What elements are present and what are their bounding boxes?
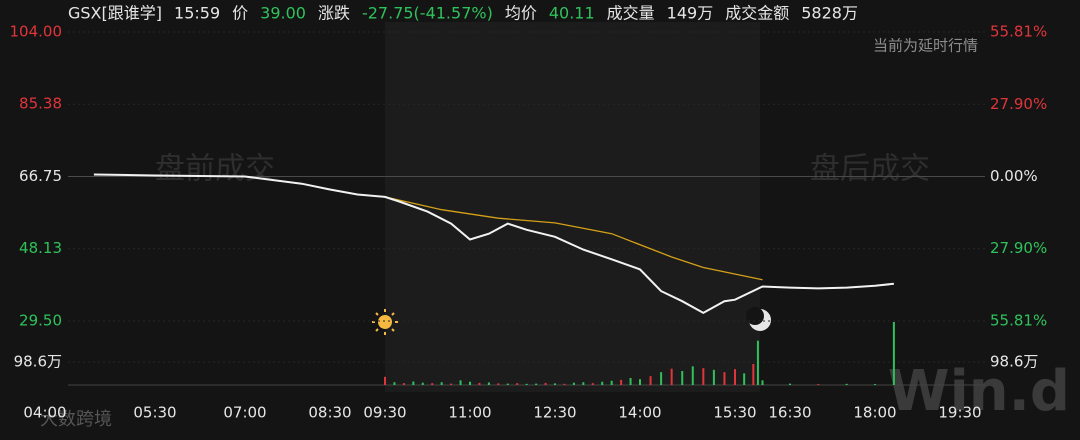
volume-bar xyxy=(506,383,509,385)
header-item: 5828万 xyxy=(801,4,858,23)
volume-bar xyxy=(845,383,848,385)
header-item: 成交金额 xyxy=(725,4,789,23)
volume-bar xyxy=(516,383,519,385)
volume-bar xyxy=(591,383,594,385)
volume-tick-label: 98.6万 xyxy=(990,352,1038,370)
y-tick-label: 85.38 xyxy=(19,95,62,113)
volume-bar xyxy=(649,376,652,385)
volume-bar xyxy=(431,383,434,385)
header-item: 均价 xyxy=(505,4,537,23)
volume-bar xyxy=(469,381,471,385)
header-item: 成交量 xyxy=(607,4,655,23)
volume-bar xyxy=(525,383,528,385)
x-tick-label: 18:00 xyxy=(853,404,896,422)
x-tick-label: 08:30 xyxy=(308,404,351,422)
volume-bar xyxy=(817,384,820,385)
volume-bar xyxy=(892,322,895,385)
x-tick-label: 07:00 xyxy=(223,404,266,422)
volume-bar xyxy=(660,372,663,385)
volume-bar xyxy=(535,383,538,385)
volume-bar xyxy=(629,378,632,385)
volume-bar xyxy=(734,369,736,385)
volume-bar xyxy=(874,384,876,385)
x-tick-label: 15:30 xyxy=(713,404,756,422)
y2-tick-label: 0.00% xyxy=(990,167,1038,185)
watermark: 大数跨境 xyxy=(40,409,112,430)
volume-bar xyxy=(743,373,746,385)
premarket-label: 盘前成交 xyxy=(155,152,275,187)
delay-notice: 当前为延时行情 xyxy=(873,37,978,55)
volume-bar xyxy=(620,379,623,385)
volume-bar xyxy=(497,383,500,385)
volume-tick-label: 98.6万 xyxy=(14,352,62,370)
y-tick-label: 29.50 xyxy=(19,312,62,330)
volume-bar xyxy=(412,381,415,385)
volume-bar xyxy=(402,383,405,385)
y2-tick-label: 27.90% xyxy=(990,95,1047,113)
y2-tick-label: 27.90% xyxy=(990,239,1047,257)
x-tick-label: 05:30 xyxy=(133,404,176,422)
volume-bar xyxy=(670,368,673,385)
x-tick-label: 11:00 xyxy=(448,404,491,422)
header-item: -27.75(-41.57%) xyxy=(362,4,493,23)
volume-bar xyxy=(691,366,694,385)
price-line xyxy=(93,173,895,315)
watermark: Win.d xyxy=(888,359,1070,424)
header-item: GSX[跟谁学] xyxy=(68,4,162,23)
y2-tick-label: 55.81% xyxy=(990,312,1047,330)
volume-bar xyxy=(421,382,424,385)
y2-tick-label: 55.81% xyxy=(990,23,1047,41)
volume-bar xyxy=(789,383,791,385)
volume-bar xyxy=(459,380,462,385)
volume-bar xyxy=(756,340,759,385)
header-item: 39.00 xyxy=(260,4,306,23)
volume-bar xyxy=(384,376,386,385)
volume-bar xyxy=(393,382,396,385)
volume-bar xyxy=(752,364,755,385)
volume-bar xyxy=(639,379,641,385)
header-item: 15:59 xyxy=(174,4,220,23)
regular-session-bg xyxy=(385,22,760,392)
x-tick-label: 19:30 xyxy=(938,404,981,422)
afterhours-label: 盘后成交 xyxy=(810,152,930,187)
average-line xyxy=(384,196,763,281)
volume-bar xyxy=(582,382,585,385)
x-tick-label: 12:30 xyxy=(533,404,576,422)
x-tick-label: 16:30 xyxy=(768,404,811,422)
volume-bar xyxy=(723,372,726,385)
volume-bar xyxy=(440,382,443,385)
header-item: 149万 xyxy=(667,4,714,23)
sun-icon xyxy=(372,309,398,335)
volume-bar xyxy=(712,369,715,385)
volume-bar xyxy=(702,368,705,385)
y-tick-label: 48.13 xyxy=(19,239,62,257)
header-item: 价 xyxy=(232,4,248,23)
volume-bar xyxy=(563,383,566,385)
x-tick-label: 14:00 xyxy=(618,404,661,422)
volume-bar xyxy=(487,382,490,385)
header-item: 涨跌 xyxy=(318,4,350,23)
volume-bar xyxy=(544,382,547,385)
y-tick-label: 104.00 xyxy=(10,23,63,41)
volume-bar xyxy=(601,381,604,385)
volume-bar xyxy=(554,383,556,385)
volume-bar xyxy=(681,371,684,385)
x-tick-label: 09:30 xyxy=(363,404,406,422)
volume-bar xyxy=(761,380,764,385)
volume-bar xyxy=(572,382,575,385)
volume-bar xyxy=(610,380,613,385)
y-tick-label: 66.75 xyxy=(19,167,62,185)
header-item: 40.11 xyxy=(549,4,595,23)
volume-bar xyxy=(450,383,453,385)
x-tick-label: 04:00 xyxy=(23,404,66,422)
volume-bar xyxy=(478,382,481,385)
